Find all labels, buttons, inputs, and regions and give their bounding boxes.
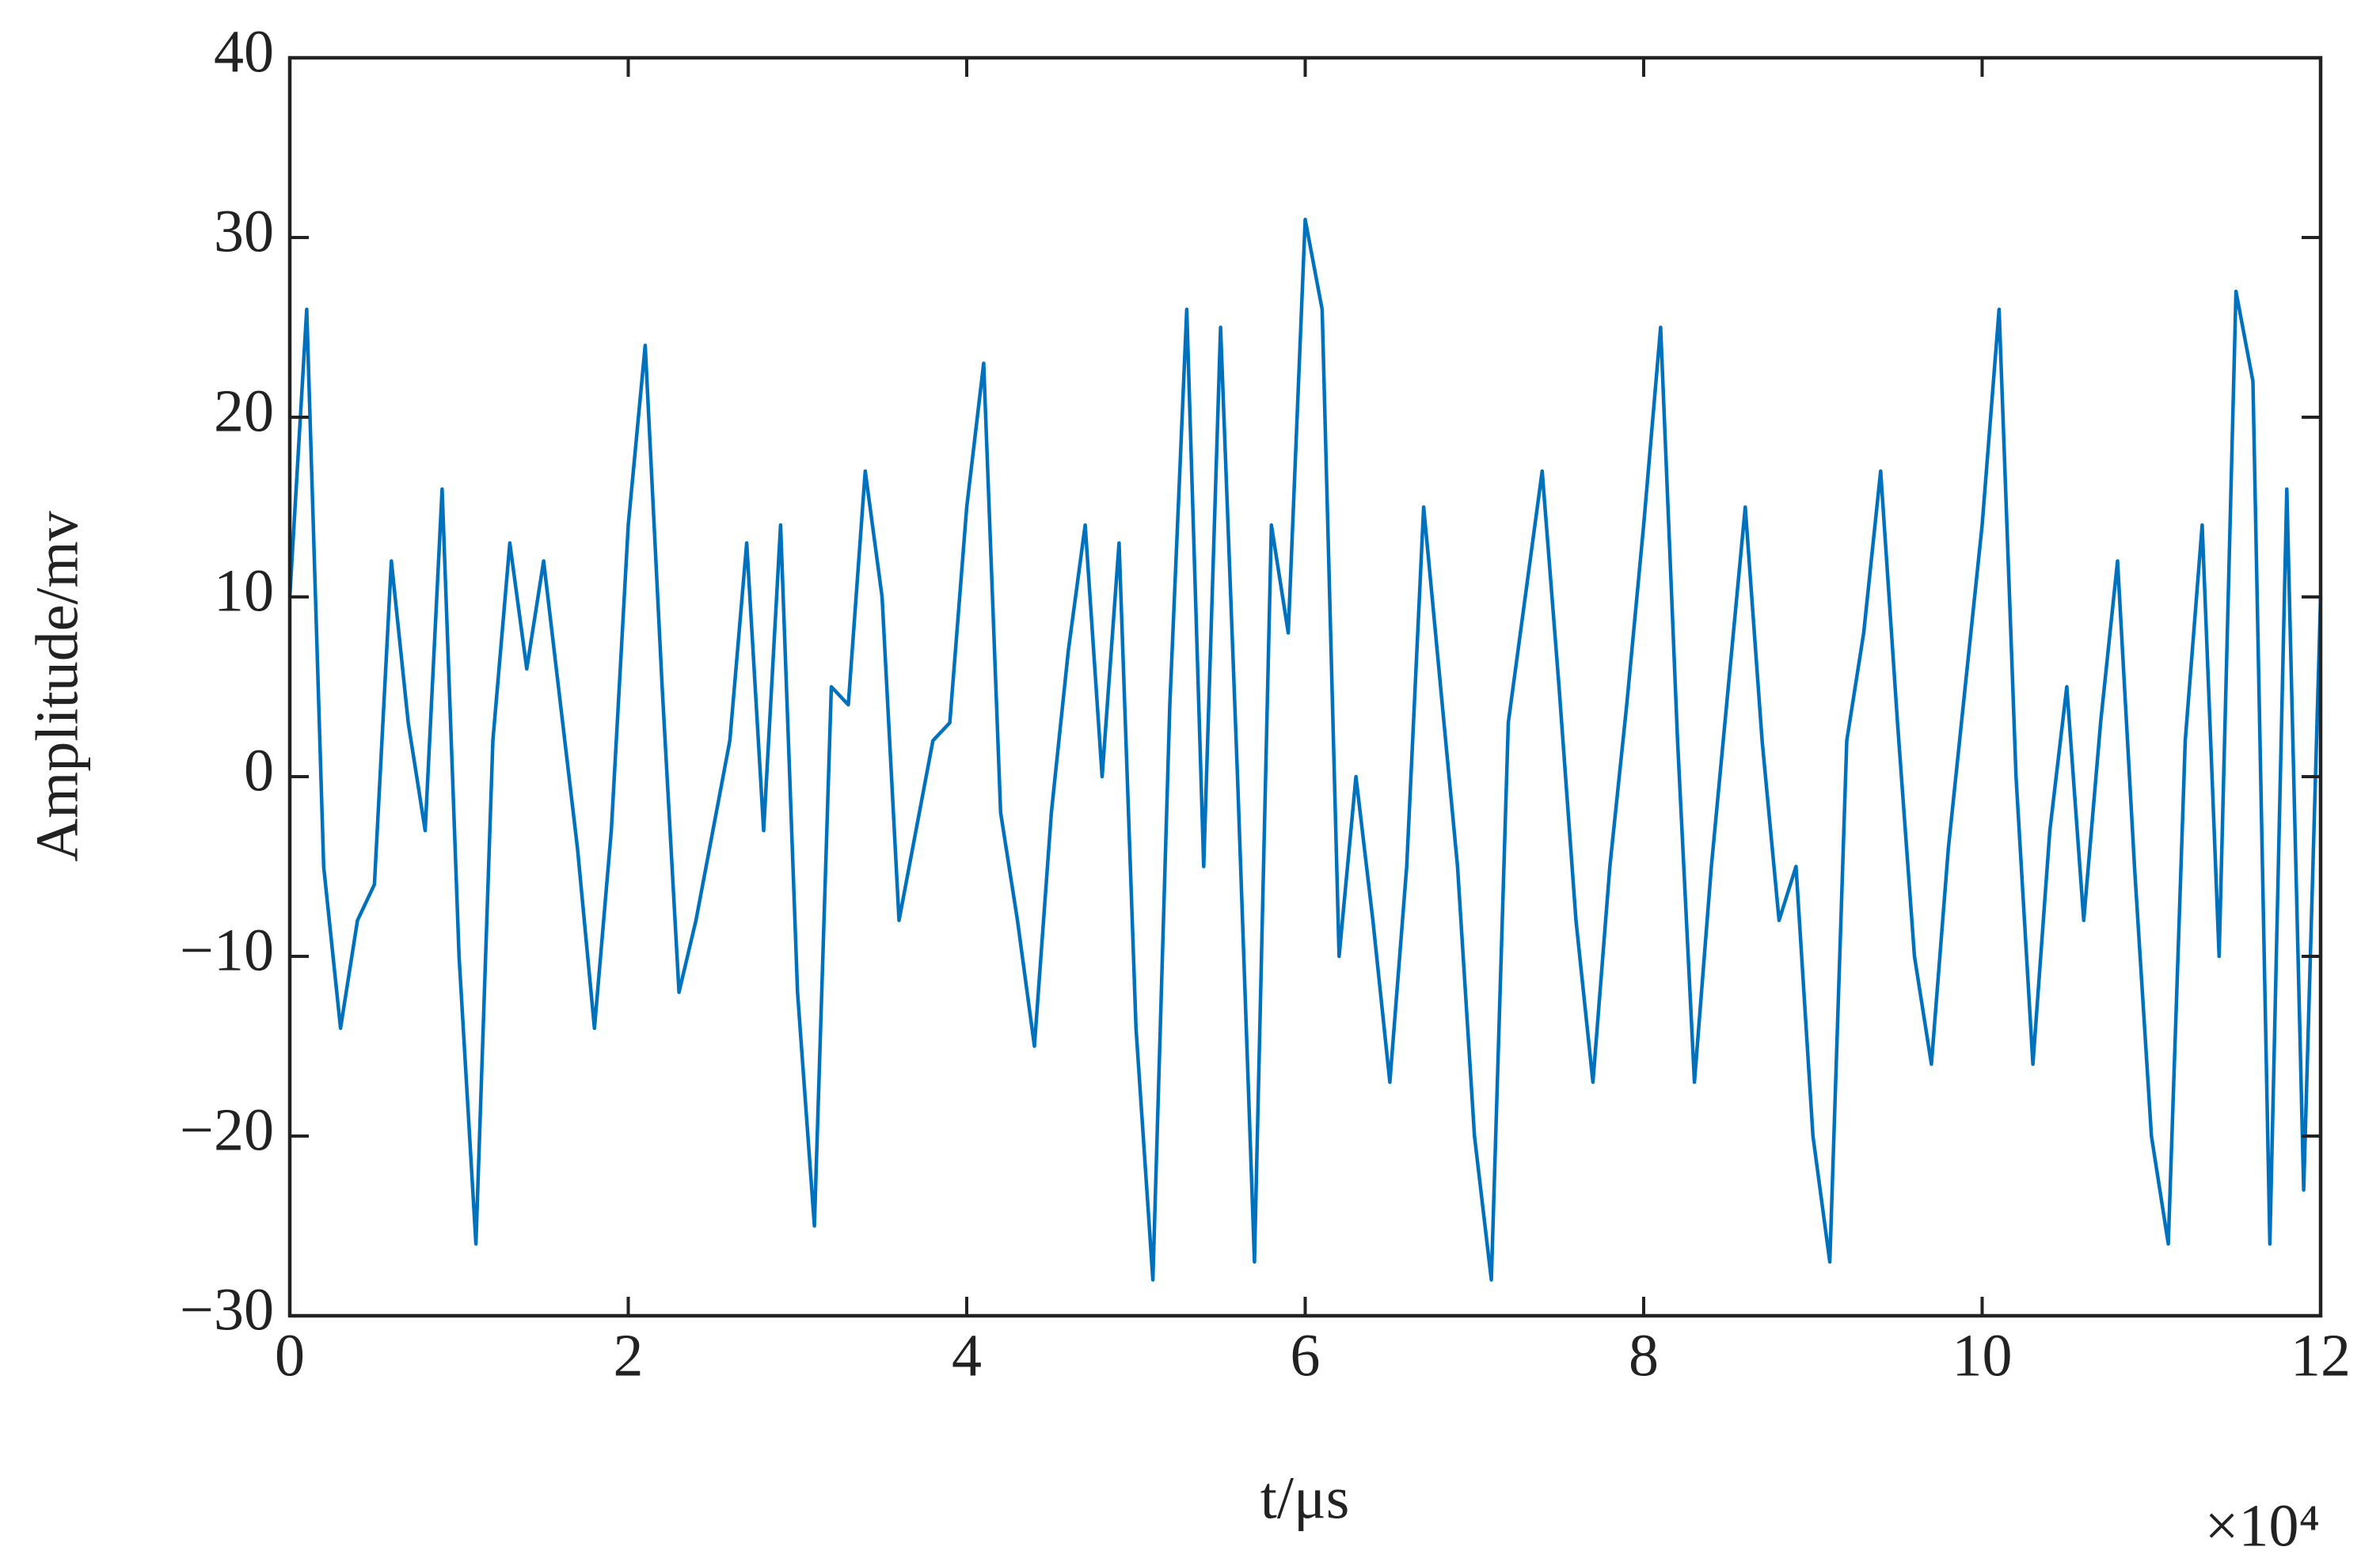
- x-tick-label: 8: [1629, 1322, 1659, 1389]
- x-exponent-label: ×10⁴: [2205, 1492, 2320, 1559]
- x-axis-label: t/μs: [1260, 1465, 1350, 1531]
- y-tick-label: 20: [214, 378, 274, 444]
- x-tick-label: 6: [1291, 1322, 1321, 1389]
- x-tick-label: 12: [2291, 1322, 2351, 1389]
- x-tick-label: 0: [275, 1322, 305, 1389]
- data-line: [287, 218, 2323, 1282]
- y-tick-label: −10: [180, 917, 274, 983]
- y-axis-label: Amplitude/mv: [24, 511, 90, 861]
- x-tick-label: 4: [952, 1322, 982, 1389]
- y-tick-label: 30: [214, 198, 274, 264]
- y-tick-label: 0: [244, 737, 274, 804]
- x-tick-label: 10: [1952, 1322, 2013, 1389]
- y-tick-label: −30: [180, 1276, 274, 1343]
- y-tick-label: 40: [214, 18, 274, 85]
- y-tick-label: −20: [180, 1096, 274, 1163]
- y-tick-label: 10: [214, 557, 274, 624]
- x-tick-label: 2: [614, 1322, 644, 1389]
